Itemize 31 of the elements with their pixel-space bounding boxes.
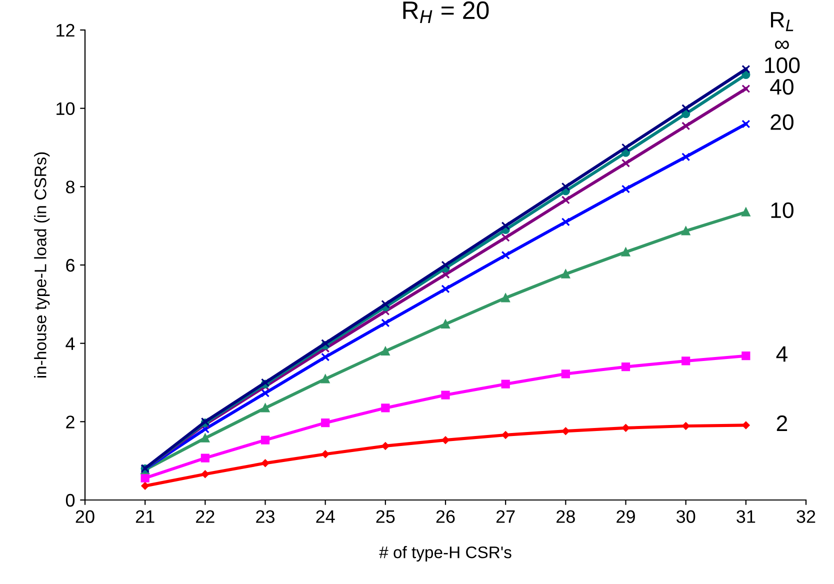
y-axis-title: in-house type-L load (in CSRs) [34, 152, 50, 378]
x-tick-label: 28 [556, 510, 575, 523]
chart-title: R$_{H}$ = 20 [403, 1, 489, 23]
series-label: 2 [776, 415, 788, 431]
x-tick-label: 20 [76, 510, 94, 523]
y-tick-label: 2 [66, 416, 74, 428]
x-tick-label: 32 [796, 510, 816, 523]
x-tick-label: 22 [196, 510, 214, 523]
series-label: 40 [770, 78, 794, 95]
x-tick-label: 29 [616, 510, 635, 523]
series-label: 4 [776, 346, 788, 362]
y-tick-label: 8 [66, 180, 74, 194]
x-tick-label: 21 [136, 510, 154, 523]
x-tick-label: 27 [496, 510, 515, 523]
x-tick-label: 24 [316, 510, 335, 523]
x-tick-label: 31 [736, 510, 756, 523]
series-label: 10 [771, 202, 794, 218]
series-label: ∞ [774, 40, 789, 50]
y-tick-label: 10 [56, 102, 75, 116]
x-tick-label: 26 [436, 510, 455, 523]
y-tick-label: 12 [56, 24, 74, 37]
y-tick-label: 4 [66, 337, 75, 350]
x-tick-label: 30 [676, 510, 696, 523]
series-label: 20 [770, 114, 794, 130]
series-label: 100 [765, 57, 800, 74]
y-tick-label: 6 [66, 258, 74, 272]
x-tick-label: 25 [376, 510, 395, 523]
x-axis-title: # of type-H CSR's [379, 546, 512, 562]
x-tick-label: 23 [256, 510, 274, 523]
y-tick-label: 0 [66, 494, 75, 507]
legend-title: R$_{L}$ [771, 12, 794, 32]
